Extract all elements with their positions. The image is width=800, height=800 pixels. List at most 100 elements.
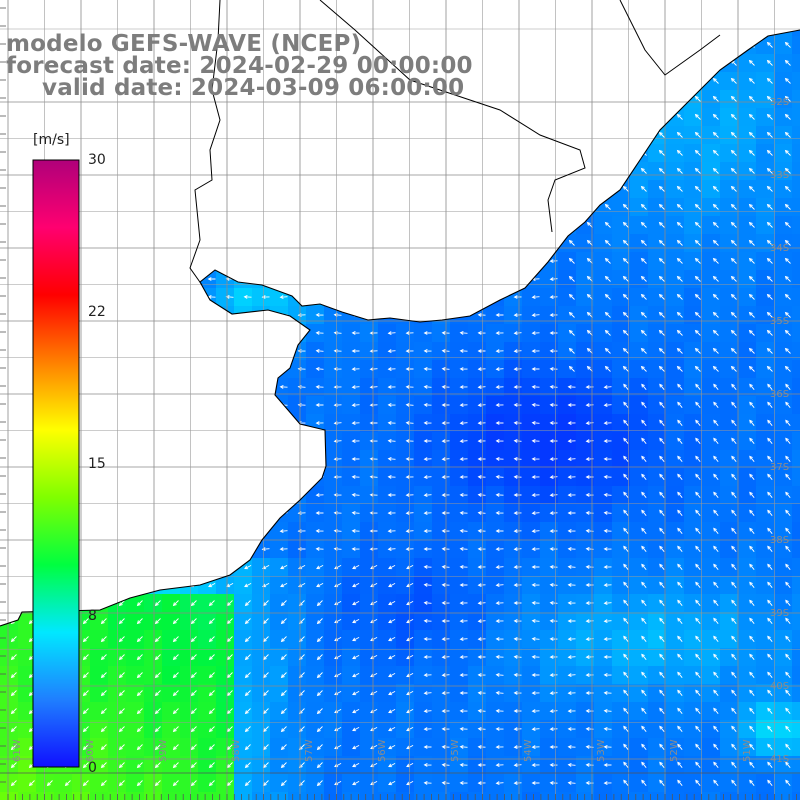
wind-arrow bbox=[81, 169, 90, 173]
wind-arrow bbox=[117, 511, 126, 515]
wind-arrow bbox=[207, 421, 216, 426]
wind-arrow bbox=[118, 618, 125, 625]
wind-arrow bbox=[136, 780, 143, 787]
wind-arrow bbox=[658, 167, 665, 174]
wind-arrow bbox=[279, 349, 288, 353]
wind-arrow bbox=[153, 277, 162, 281]
wind-arrow bbox=[712, 257, 719, 264]
wind-arrow bbox=[604, 293, 611, 300]
wind-arrow bbox=[225, 403, 234, 408]
wind-arrow bbox=[748, 365, 755, 372]
wind-arrow bbox=[549, 349, 558, 353]
wind-arrow bbox=[9, 169, 18, 173]
wind-arrow bbox=[9, 79, 18, 83]
wind-arrow bbox=[676, 131, 683, 138]
wind-arrow bbox=[748, 203, 755, 210]
wind-arrow bbox=[567, 403, 576, 407]
wind-arrow bbox=[640, 329, 647, 336]
wind-arrow bbox=[785, 563, 791, 570]
lat-label: 36S bbox=[770, 389, 789, 400]
wind-arrow bbox=[369, 385, 378, 390]
wind-arrow bbox=[315, 241, 324, 246]
wind-arrow bbox=[351, 205, 360, 210]
wind-arrow bbox=[749, 527, 755, 534]
wind-arrow bbox=[677, 455, 683, 462]
wind-arrow bbox=[784, 239, 791, 246]
wind-arrow bbox=[551, 26, 558, 29]
wind-arrow bbox=[118, 708, 125, 715]
wind-arrow bbox=[531, 367, 540, 371]
wind-arrow bbox=[495, 133, 504, 138]
wind-arrow bbox=[81, 439, 90, 444]
wind-arrow bbox=[81, 348, 90, 353]
wind-arrow bbox=[423, 277, 432, 282]
wind-arrow bbox=[567, 744, 576, 749]
wind-arrow bbox=[495, 385, 504, 390]
wind-arrow bbox=[153, 384, 162, 389]
wind-arrow bbox=[225, 547, 234, 551]
wind-arrow bbox=[459, 619, 468, 624]
wind-arrow bbox=[225, 528, 234, 533]
wind-arrow bbox=[549, 618, 558, 623]
wind-arrow bbox=[190, 672, 197, 679]
wind-arrow bbox=[190, 762, 197, 769]
wind-arrow bbox=[567, 546, 576, 551]
wind-arrow bbox=[423, 115, 432, 119]
wind-arrow bbox=[100, 762, 107, 769]
wind-arrow bbox=[658, 257, 665, 264]
wind-arrow bbox=[477, 60, 486, 65]
wind-arrow bbox=[477, 331, 486, 335]
wind-arrow bbox=[81, 277, 90, 281]
wind-arrow bbox=[477, 655, 486, 659]
wind-arrow bbox=[135, 385, 144, 389]
wind-arrow bbox=[225, 205, 234, 210]
wind-arrow bbox=[604, 113, 611, 120]
wind-arrow bbox=[694, 221, 701, 228]
wind-arrow bbox=[100, 780, 107, 787]
wind-arrow bbox=[189, 223, 198, 228]
wind-arrow bbox=[731, 689, 737, 696]
wind-arrow bbox=[405, 151, 414, 155]
wind-arrow bbox=[225, 510, 234, 515]
wind-arrow bbox=[190, 726, 197, 733]
wind-arrow bbox=[658, 95, 665, 102]
wind-arrow bbox=[695, 545, 701, 552]
wind-arrow bbox=[189, 330, 198, 335]
wind-arrow bbox=[677, 527, 683, 534]
wind-arrow bbox=[369, 115, 378, 119]
wind-arrow bbox=[315, 150, 324, 155]
wind-arrow bbox=[567, 564, 576, 569]
wind-arrow bbox=[641, 707, 647, 714]
lon-label: 51W bbox=[742, 739, 753, 762]
wind-arrow bbox=[405, 475, 414, 479]
wind-arrow bbox=[82, 708, 89, 715]
wind-arrow bbox=[172, 780, 179, 787]
wind-arrow bbox=[477, 133, 486, 137]
wind-arrow bbox=[81, 367, 90, 371]
wind-arrow bbox=[279, 133, 288, 138]
wind-arrow bbox=[713, 725, 719, 732]
wind-arrow bbox=[423, 457, 432, 462]
wind-arrow bbox=[99, 421, 108, 426]
wind-arrow bbox=[351, 331, 360, 335]
wind-arrow bbox=[513, 115, 522, 120]
wind-arrow bbox=[477, 294, 486, 299]
wind-arrow bbox=[243, 492, 252, 497]
wind-arrow bbox=[622, 149, 629, 156]
wind-arrow bbox=[9, 349, 18, 354]
wind-arrow bbox=[713, 401, 719, 408]
wind-arrow bbox=[568, 365, 575, 372]
wind-arrow bbox=[623, 635, 629, 642]
wind-arrow bbox=[297, 241, 306, 245]
wind-arrow bbox=[243, 294, 252, 299]
wind-arrow bbox=[10, 565, 18, 570]
wind-arrow bbox=[513, 258, 522, 263]
wind-arrow bbox=[225, 457, 234, 461]
wind-arrow bbox=[676, 203, 683, 210]
wind-arrow bbox=[568, 347, 575, 354]
wind-arrow bbox=[495, 654, 504, 659]
wind-arrow bbox=[477, 528, 486, 533]
wind-arrow bbox=[117, 205, 126, 209]
lon-label: 57W bbox=[304, 739, 315, 762]
